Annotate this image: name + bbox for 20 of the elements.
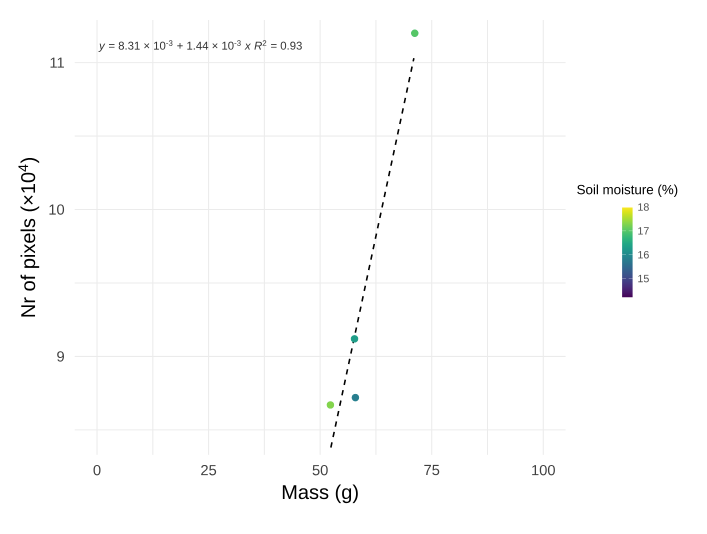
y-tick-label: 10 (49, 204, 64, 215)
color-bar-title: Soil moisture (%) (577, 184, 678, 198)
point (352, 394, 360, 402)
x-tick-label: 50 (312, 465, 328, 476)
color-bar-label: 15 (638, 275, 649, 283)
annotation: y = 8.31 × 10$^{-3}$ + 1.44 × 10$^{-3}$ x R$^{2}$ = 0.93 (98, 40, 302, 52)
x-tick-label: 75 (424, 465, 440, 476)
color-bar-label: 17 (638, 227, 649, 235)
color-bar-label: 16 (638, 251, 649, 259)
y-tick-label: 11 (50, 58, 64, 68)
point (350, 335, 358, 343)
y-tick-label: 9 (57, 351, 64, 362)
point (411, 30, 418, 38)
x-tick-label: 100 (532, 465, 555, 476)
color-bar-label: 18 (638, 203, 649, 211)
x-tick-label: 0 (94, 465, 101, 476)
x-axis-title: Mass (g) (282, 484, 358, 504)
y-axis-title: Nr of pixels (×10$^{4}$) (18, 158, 40, 317)
point (326, 401, 334, 409)
x-tick-label: 25 (201, 465, 216, 476)
